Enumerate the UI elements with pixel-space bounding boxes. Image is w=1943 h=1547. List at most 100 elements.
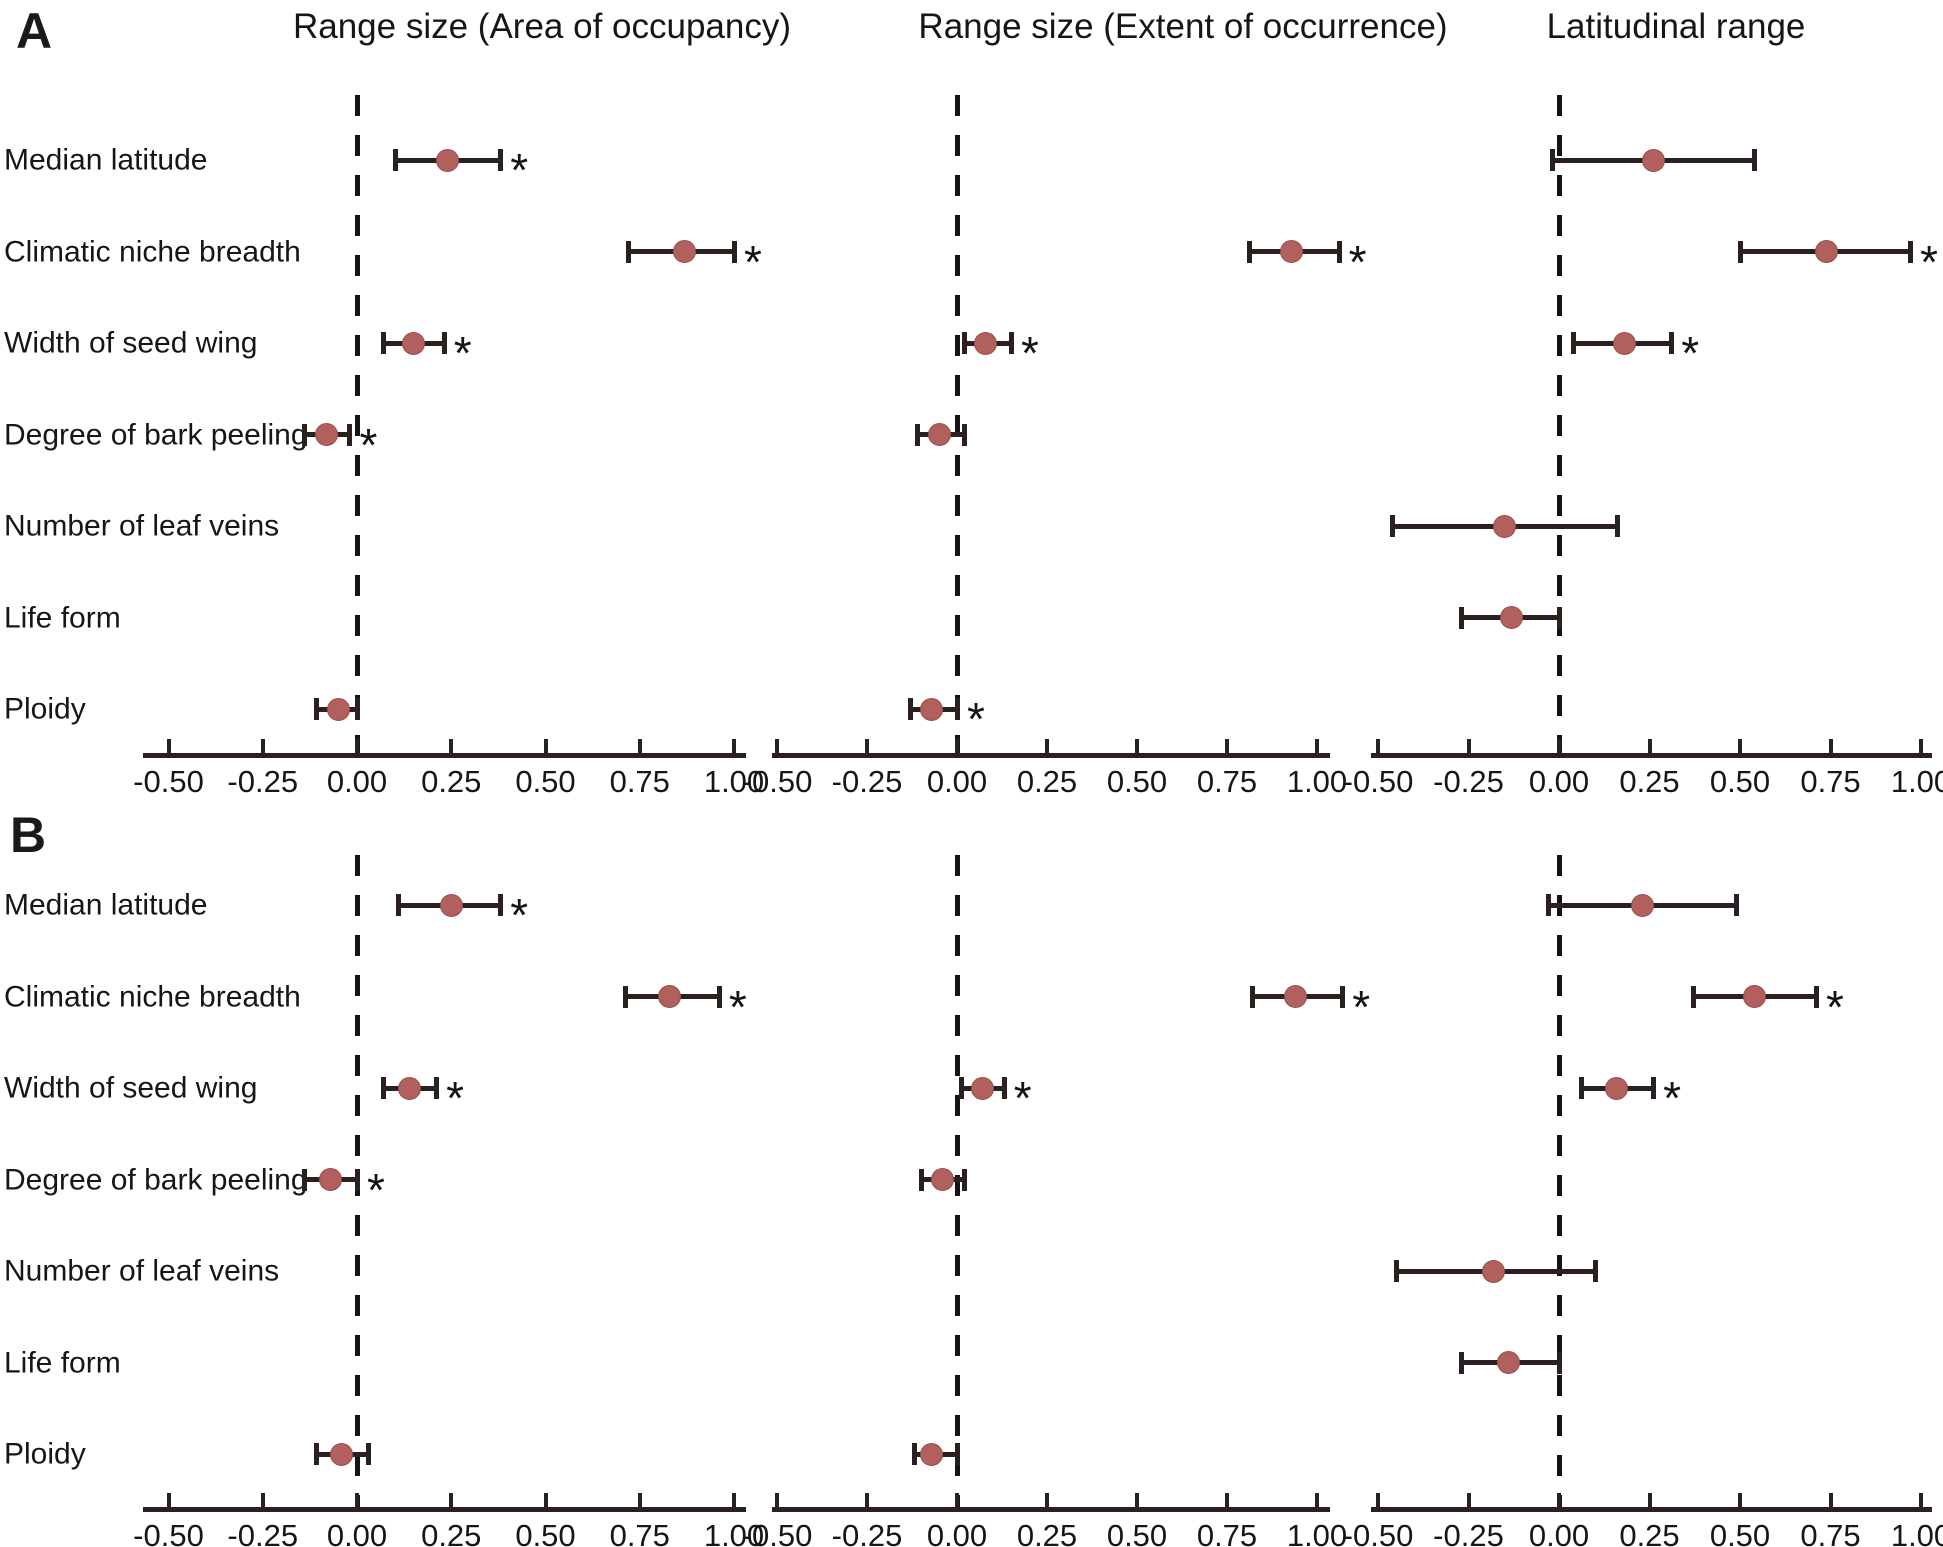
estimate-point-marker bbox=[319, 1168, 343, 1191]
estimate-point-marker bbox=[1283, 985, 1307, 1008]
ci-cap-right bbox=[1814, 985, 1820, 1008]
significance-asterisk: * bbox=[1348, 235, 1367, 288]
ci-cap-right bbox=[1557, 606, 1562, 629]
zero-reference-line bbox=[1556, 95, 1562, 753]
row-label-degree-of-bark-peeling: Degree of bark peeling bbox=[4, 1163, 308, 1196]
x-axis-tick-label: 0.25 bbox=[1619, 764, 1680, 799]
estimate-point-marker bbox=[330, 1442, 354, 1466]
significance-asterisk: * bbox=[446, 1072, 465, 1124]
x-axis-line bbox=[772, 753, 1330, 758]
x-axis-tick-label: 0.25 bbox=[421, 1518, 482, 1547]
estimate-point-marker bbox=[1482, 1259, 1506, 1283]
ci-cap-left bbox=[302, 423, 308, 446]
x-axis-tick bbox=[732, 739, 736, 753]
estimate-point-marker bbox=[1605, 1076, 1629, 1100]
x-axis-tick bbox=[1225, 739, 1229, 753]
x-axis-tick bbox=[1045, 739, 1049, 753]
ci-cap-left bbox=[1390, 515, 1396, 537]
x-axis-tick bbox=[1315, 1493, 1319, 1507]
x-axis-tick bbox=[166, 1493, 171, 1507]
ci-cap-right bbox=[434, 1077, 440, 1099]
x-axis-tick-label: 0.75 bbox=[609, 764, 670, 799]
x-axis-tick bbox=[1045, 1493, 1049, 1507]
significance-asterisk: * bbox=[967, 693, 985, 745]
estimate-point-marker bbox=[1280, 240, 1304, 263]
x-axis-tick bbox=[1376, 739, 1380, 753]
ci-cap-left bbox=[1549, 149, 1555, 171]
estimate-point-marker bbox=[1815, 240, 1839, 263]
x-axis-tick-label: -0.50 bbox=[1342, 764, 1414, 799]
x-axis-tick-label: 0.75 bbox=[1800, 1518, 1861, 1547]
ci-cap-left bbox=[919, 1168, 924, 1191]
row-label-number-of-leaf-veins: Number of leaf veins bbox=[4, 1254, 280, 1288]
ci-cap-left bbox=[313, 1443, 319, 1465]
significance-asterisk: * bbox=[744, 235, 762, 288]
ci-cap-right bbox=[355, 1168, 360, 1191]
x-axis-tick-label: 0.50 bbox=[515, 764, 576, 799]
ci-cap-left bbox=[1250, 985, 1256, 1008]
ci-cap-right bbox=[1669, 332, 1675, 354]
x-axis-tick-label: 0.50 bbox=[1709, 764, 1771, 799]
ci-cap-right bbox=[1614, 515, 1620, 537]
x-axis-tick-label: 0.50 bbox=[1106, 1518, 1168, 1547]
x-axis-tick-label: 1.00 bbox=[1286, 764, 1348, 799]
row-label-climatic-niche-breadth: Climatic niche breadth bbox=[4, 980, 301, 1013]
significance-asterisk: * bbox=[367, 1163, 385, 1216]
ci-cap-left bbox=[958, 1077, 964, 1099]
estimate-point-marker bbox=[1630, 893, 1654, 917]
ci-cap-right bbox=[955, 1443, 960, 1465]
estimate-point-marker bbox=[315, 423, 339, 446]
row-label-median-latitude: Median latitude bbox=[4, 888, 208, 922]
x-axis-tick-label: 1.00 bbox=[1890, 1518, 1943, 1547]
estimate-point-marker bbox=[1612, 331, 1636, 355]
x-axis-tick-label: -0.25 bbox=[227, 1518, 299, 1547]
estimate-point-marker bbox=[920, 697, 944, 721]
estimate-point-marker bbox=[402, 331, 426, 355]
x-axis-tick bbox=[1828, 739, 1833, 753]
ci-cap-right bbox=[1593, 1260, 1599, 1282]
significance-asterisk: * bbox=[728, 980, 747, 1033]
x-axis-tick-label: -0.25 bbox=[227, 764, 299, 799]
ci-cap-right bbox=[962, 423, 968, 446]
estimate-point-marker bbox=[1500, 606, 1524, 629]
x-axis-tick-label: 0.00 bbox=[926, 1518, 988, 1547]
ci-cap-left bbox=[302, 1168, 308, 1191]
x-axis-tick-label: -0.50 bbox=[741, 764, 813, 799]
row-label-width-of-seed-wing: Width of seed wing bbox=[4, 326, 258, 360]
ci-cap-left bbox=[1246, 240, 1252, 263]
x-axis-tick bbox=[543, 1493, 548, 1507]
panel-b-label: B bbox=[10, 807, 47, 863]
x-axis-tick bbox=[1225, 1493, 1229, 1507]
ci-cap-left bbox=[1690, 985, 1696, 1008]
estimate-point-marker bbox=[673, 240, 697, 263]
x-axis-tick bbox=[1919, 739, 1923, 753]
row-label-width-of-seed-wing: Width of seed wing bbox=[4, 1071, 258, 1105]
zero-reference-line bbox=[354, 95, 360, 753]
panel-a-label: A bbox=[16, 3, 53, 59]
ci-cap-left bbox=[396, 894, 402, 916]
ci-cap-right bbox=[962, 1168, 968, 1191]
ci-cap-left bbox=[908, 698, 914, 720]
ci-cap-left bbox=[622, 985, 628, 1008]
ci-cap-left bbox=[1394, 1260, 1400, 1282]
x-axis-tick bbox=[355, 1493, 359, 1507]
significance-asterisk: * bbox=[510, 889, 529, 941]
row-label-median-latitude: Median latitude bbox=[4, 143, 208, 177]
estimate-point-marker bbox=[439, 893, 463, 917]
column-title-area-of-occupancy: Range size (Area of occupancy) bbox=[292, 7, 792, 46]
significance-asterisk: * bbox=[1681, 327, 1700, 379]
estimate-point-marker bbox=[970, 1076, 994, 1100]
ci-cap-right bbox=[1557, 1351, 1562, 1374]
x-axis-tick bbox=[260, 1493, 265, 1507]
estimate-point-marker bbox=[435, 148, 459, 172]
ci-cap-left bbox=[915, 423, 921, 446]
x-axis-tick bbox=[449, 1493, 454, 1507]
ci-cap-left bbox=[1459, 606, 1465, 629]
ci-cap-left bbox=[1578, 1077, 1584, 1099]
row-label-climatic-niche-breadth: Climatic niche breadth bbox=[4, 235, 301, 268]
ci-cap-right bbox=[498, 149, 504, 171]
significance-asterisk: * bbox=[1013, 1072, 1032, 1124]
row-label-life-form: Life form bbox=[4, 601, 121, 634]
x-axis-tick bbox=[1647, 1493, 1652, 1507]
